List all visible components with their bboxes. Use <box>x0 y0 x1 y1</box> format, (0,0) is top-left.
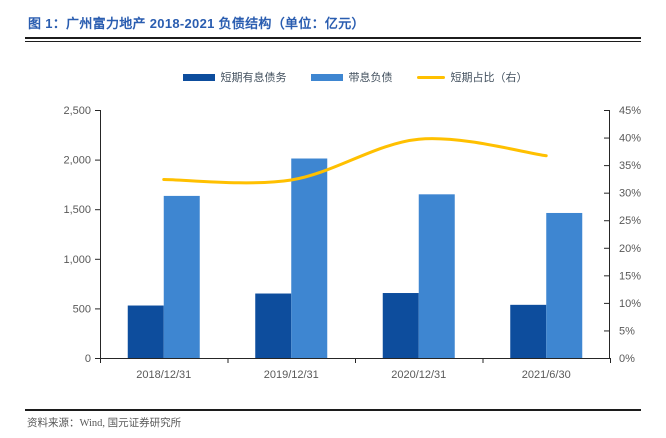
x-axis-category-label: 2021/6/30 <box>522 369 571 381</box>
right-axis-tick-label: 30% <box>619 188 641 200</box>
interest-bearing-debt-bar <box>291 158 328 358</box>
legend-item-short-term-ratio: 短期占比（右） <box>416 69 528 85</box>
right-axis-tick-label: 35% <box>619 160 641 172</box>
interest-bearing-debt-bar <box>418 194 455 358</box>
left-axis-tick-label: 0 <box>85 353 91 365</box>
legend-label: 短期占比（右） <box>450 72 528 84</box>
short-term-ratio-line <box>162 137 548 185</box>
right-axis-tick-label: 25% <box>619 215 641 227</box>
short-term-debt-bar <box>382 293 419 358</box>
x-axis-category-label: 2019/12/31 <box>264 369 319 381</box>
short-term-debt-swatch <box>182 73 215 81</box>
legend-label: 带息负债 <box>348 72 393 84</box>
right-axis-tick-label: 15% <box>619 270 641 282</box>
short-term-ratio-line-swatch <box>416 75 445 79</box>
legend-item-short-term-debt: 短期有息债务 <box>182 69 287 85</box>
left-axis-tick-label: 2,000 <box>63 155 91 167</box>
source-divider <box>25 409 641 411</box>
left-axis-tick-label: 2,500 <box>63 105 91 117</box>
short-term-debt-bar <box>127 305 164 358</box>
figure-title: 图 1：广州富力地产 2018-2021 负债结构（单位：亿元） <box>28 16 365 31</box>
right-axis-tick-label: 0% <box>619 353 635 365</box>
legend-label: 短期有息债务 <box>220 72 287 84</box>
left-axis-tick-label: 1,000 <box>63 254 91 266</box>
right-axis-tick-label: 20% <box>619 243 641 255</box>
title-divider <box>25 37 641 42</box>
legend-item-interest-bearing-debt: 带息负债 <box>310 69 393 85</box>
short-term-debt-bar <box>510 304 547 358</box>
interest-bearing-debt-bar <box>546 212 583 358</box>
right-axis-tick-label: 5% <box>619 325 635 337</box>
right-axis-tick-label: 40% <box>619 133 641 145</box>
left-axis-tick-label: 1,500 <box>63 204 91 216</box>
x-axis-category-label: 2020/12/31 <box>391 369 446 381</box>
data-source: 资料来源：Wind, 国元证券研究所 <box>27 418 182 429</box>
interest-bearing-debt-bar <box>163 195 200 358</box>
right-axis-tick-label: 45% <box>619 105 641 117</box>
chart-legend: 短期有息债务 带息负债 短期占比（右） <box>100 69 610 85</box>
x-axis-category-label: 2018/12/31 <box>136 369 191 381</box>
short-term-debt-bar <box>255 293 292 358</box>
interest-bearing-debt-swatch <box>310 73 343 81</box>
left-axis-tick-label: 500 <box>73 303 91 315</box>
right-axis-tick-label: 10% <box>619 298 641 310</box>
